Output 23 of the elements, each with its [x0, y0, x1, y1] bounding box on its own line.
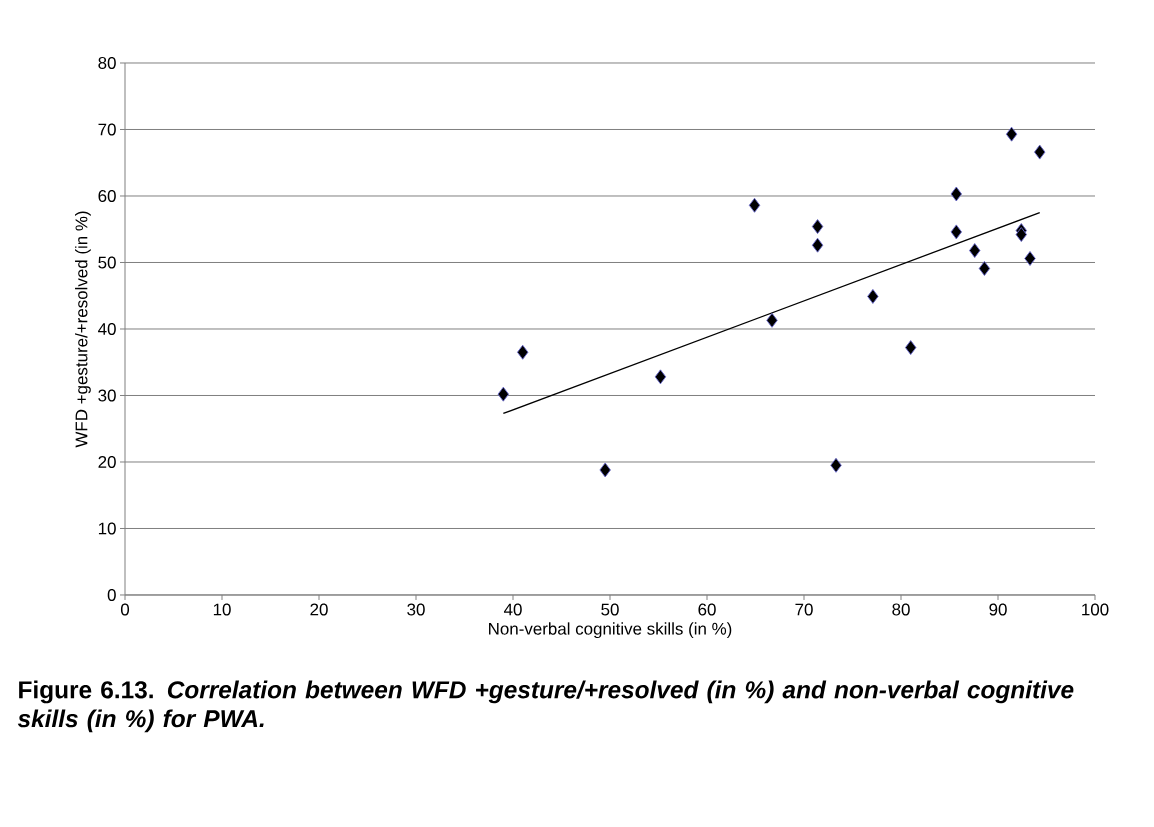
y-tick-label: 80 [98, 56, 116, 69]
x-tick-label: 100 [1082, 603, 1109, 616]
x-axis-title: Non-verbal cognitive skills (in %) [489, 622, 732, 639]
y-tick-label: 50 [98, 256, 116, 269]
x-tick-label: 40 [503, 603, 522, 616]
x-tick-label: 10 [213, 603, 231, 616]
text: Figure 6.13. Correlation between WFD +gesture/+resolved (in %) and non-verbal cognitive skills (in %) for PWA. [17, 680, 1074, 733]
y-tick-label: 30 [98, 389, 116, 402]
x-tick-label: 20 [310, 603, 328, 616]
x-tick-label: 60 [698, 603, 716, 616]
x-tick-label: 50 [601, 603, 619, 616]
y-tick-label: 20 [98, 455, 116, 468]
x-tick-label: 70 [795, 603, 813, 616]
y-axis-title: WFD +gesture/+resolved (in %) [75, 211, 91, 448]
y-tick-label: 60 [98, 189, 116, 202]
x-tick-label: 80 [892, 603, 910, 616]
y-tick-label: 0 [107, 588, 116, 601]
x-tick-label: 0 [120, 603, 130, 616]
x-tick-label: 30 [407, 603, 425, 616]
x-tick-label: 90 [989, 603, 1007, 616]
y-tick-label: 70 [98, 123, 116, 136]
y-tick-label: 10 [98, 522, 116, 535]
y-tick-label: 40 [98, 322, 116, 335]
